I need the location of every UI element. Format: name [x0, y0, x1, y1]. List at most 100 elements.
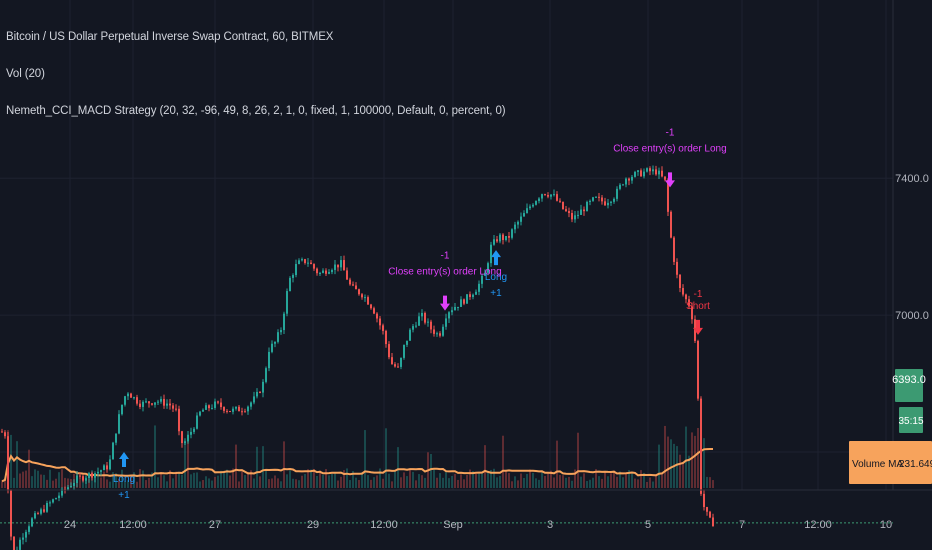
candle-body [46, 503, 48, 512]
volume-bar [604, 471, 606, 488]
volume-bar [430, 453, 432, 488]
candle-body [259, 391, 261, 393]
volume-bar [358, 480, 360, 488]
candle-body [595, 196, 597, 198]
volume-bar [517, 480, 519, 488]
volume-bar [148, 477, 150, 488]
volume-bar [661, 472, 663, 488]
volume-bar [241, 471, 243, 488]
candle-body [343, 260, 345, 271]
volume-bar [538, 479, 540, 488]
candle-body [196, 415, 198, 429]
candle-body [337, 264, 339, 268]
volume-bar [649, 477, 651, 488]
volume-bar [526, 473, 528, 488]
candle-body [310, 262, 312, 265]
candle-body [454, 307, 456, 311]
candle-body [94, 473, 96, 478]
volume-bar [469, 469, 471, 488]
volume-bar [376, 475, 378, 488]
candle-body [646, 168, 648, 172]
volume-bar [505, 471, 507, 488]
candle-body [241, 411, 243, 413]
volume-bar [367, 475, 369, 488]
volume-legend[interactable]: Vol (20) [6, 68, 45, 80]
candle-body [658, 170, 660, 175]
candle-body [352, 284, 354, 286]
candle-body [487, 263, 489, 273]
symbol-legend[interactable]: Bitcoin / US Dollar Perpetual Inverse Sw… [6, 31, 334, 43]
candle-body [607, 202, 609, 206]
candle-body [382, 325, 384, 331]
volume-bar [217, 475, 219, 488]
volume-bar [595, 469, 597, 488]
volume-bar [256, 446, 258, 488]
candle-body [157, 401, 159, 403]
candle-body [175, 408, 177, 410]
candle-body [148, 401, 150, 404]
candle-body [304, 259, 306, 263]
candle-body [688, 299, 690, 307]
candle-body [124, 396, 126, 405]
time-axis[interactable]: 24 12:00 27 29 12:00 Sep 3 5 7 12:00 10 [64, 519, 892, 531]
candle-body [133, 397, 135, 399]
volume-bar [34, 469, 36, 488]
volume-bar [601, 478, 603, 488]
candle-body [547, 195, 549, 197]
volume-bar [40, 474, 42, 488]
volume-bar [499, 475, 501, 488]
candle-body [562, 201, 564, 210]
candle-body [10, 490, 12, 537]
candle-body [73, 482, 75, 486]
volume-bar [679, 454, 681, 488]
candle-body [253, 396, 255, 403]
strategy-legend[interactable]: Nemeth_CCI_MACD Strategy (20, 32, -96, 4… [6, 105, 506, 117]
volume-bar [352, 471, 354, 488]
candle-body [130, 393, 132, 398]
candle-body [235, 406, 237, 409]
candle-body [634, 171, 636, 177]
volume-bar [460, 474, 462, 488]
candle-body [511, 229, 513, 238]
volume-bar [130, 474, 132, 488]
candle-body [640, 170, 642, 177]
candle-body [364, 297, 366, 299]
candle-body [655, 169, 657, 175]
candle-body [514, 224, 516, 230]
volume-bar [400, 477, 402, 488]
candle-body [625, 178, 627, 185]
candle-body [460, 299, 462, 307]
volume-bar [10, 434, 12, 488]
volume-bar [298, 480, 300, 488]
candle-body [673, 237, 675, 262]
volume-bar [454, 473, 456, 488]
candle-body [112, 442, 114, 460]
volume-bar [277, 478, 279, 488]
volume-bar [676, 446, 678, 488]
candle-body [265, 368, 267, 382]
candle-body [322, 270, 324, 273]
candle-body [583, 209, 585, 212]
candle-body [451, 310, 453, 313]
candle-body [106, 465, 108, 470]
candle-body [679, 274, 681, 289]
candle-body [85, 478, 87, 481]
volume-bar [562, 475, 564, 488]
volume-bar [643, 472, 645, 488]
volume-bar [697, 428, 699, 488]
volume-bar [613, 470, 615, 488]
volume-bar [712, 480, 714, 488]
volume-bar [646, 481, 648, 488]
volume-bar [136, 481, 138, 488]
volume-bar [202, 480, 204, 488]
candle-body [619, 184, 621, 189]
candle-body [142, 401, 144, 407]
candle-body [391, 357, 393, 365]
candle-body [697, 340, 699, 399]
volume-bar [280, 481, 282, 488]
candle-body [415, 325, 417, 327]
volume-bar [211, 480, 213, 488]
candle-body [70, 485, 72, 488]
volume-bar [226, 469, 228, 488]
